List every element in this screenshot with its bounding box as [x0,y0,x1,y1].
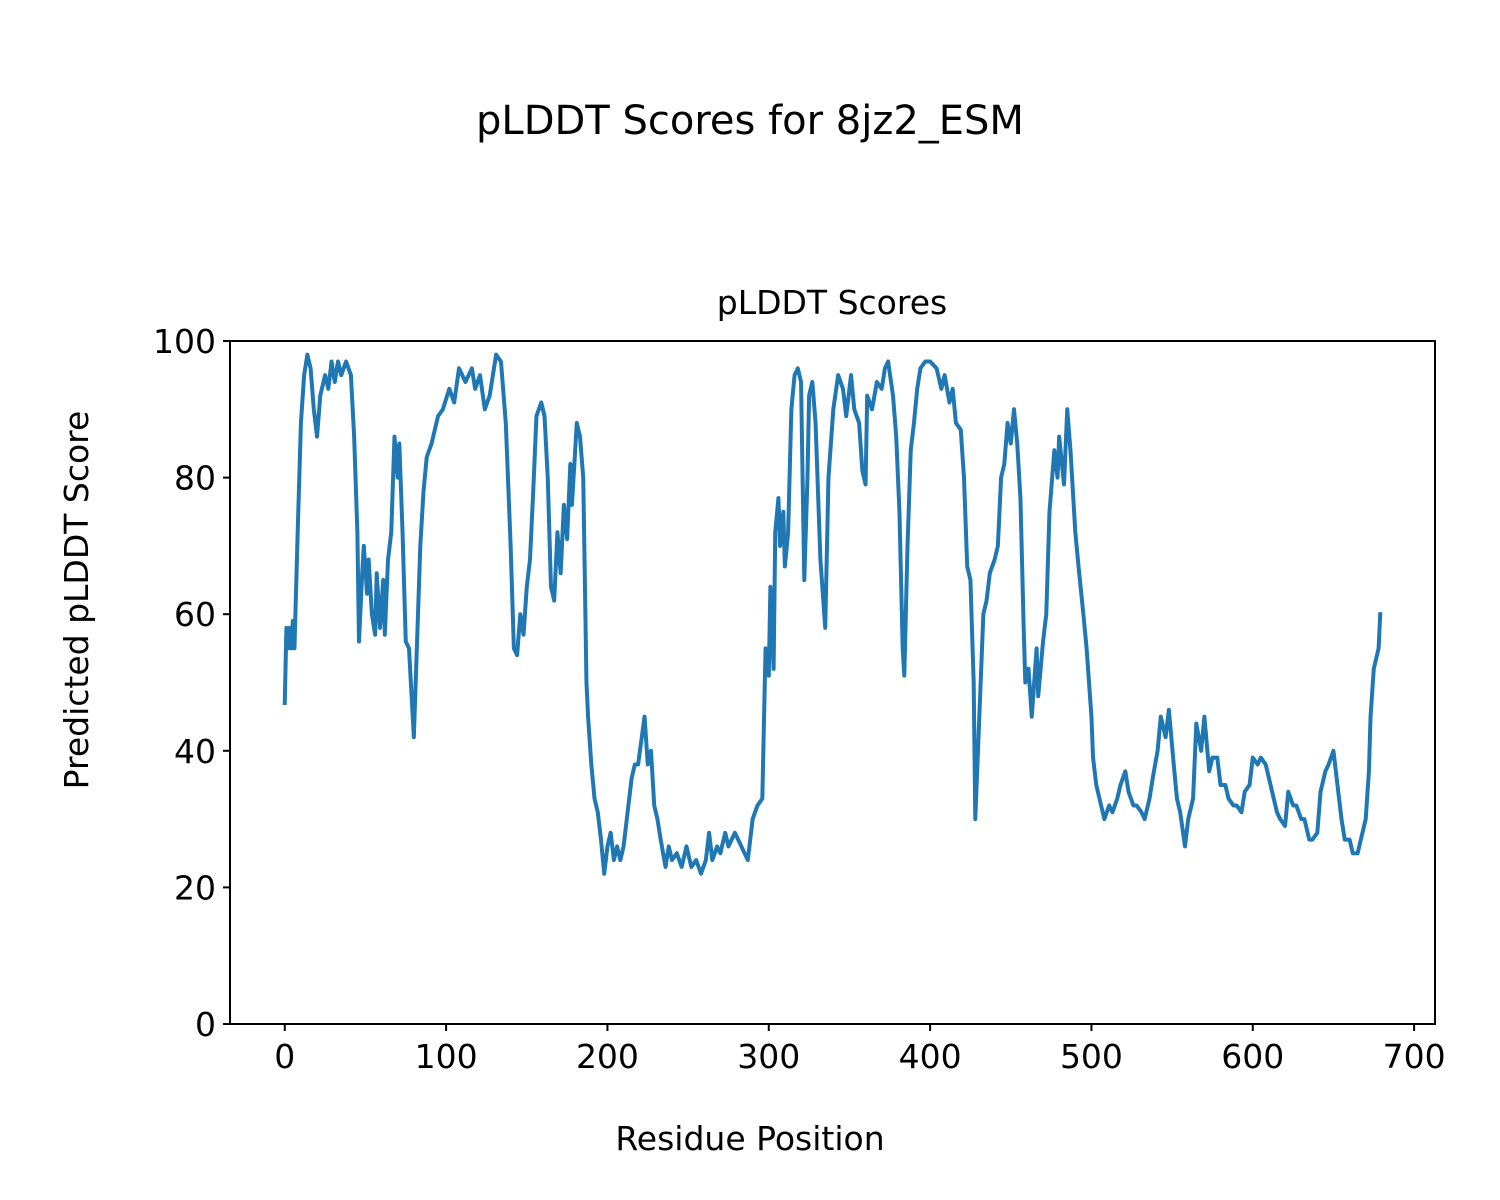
plot-frame [229,340,1436,1025]
x-tick-label: 500 [1060,1037,1123,1076]
y-tick-label: 80 [174,459,216,498]
data-line [282,352,1383,876]
y-tick-label: 60 [174,595,216,634]
x-tick-label: 700 [1383,1037,1446,1076]
y-tick-label: 20 [174,868,216,907]
y-tick-label: 0 [195,1005,216,1044]
x-tick-label: 600 [1221,1037,1284,1076]
chart-subtitle: pLDDT Scores [717,283,947,322]
x-tick-label: 0 [274,1037,295,1076]
x-axis-label: Residue Position [615,1119,884,1158]
x-tick-label: 400 [899,1037,962,1076]
y-tick-label: 40 [174,732,216,771]
chart-title: pLDDT Scores for 8jz2_ESM [476,98,1024,144]
x-tick-label: 300 [737,1037,800,1076]
x-tick-label: 100 [415,1037,478,1076]
y-axis-label: Predicted pLDDT Score [57,411,96,790]
y-tick-label: 100 [153,322,216,361]
x-tick-label: 200 [576,1037,639,1076]
